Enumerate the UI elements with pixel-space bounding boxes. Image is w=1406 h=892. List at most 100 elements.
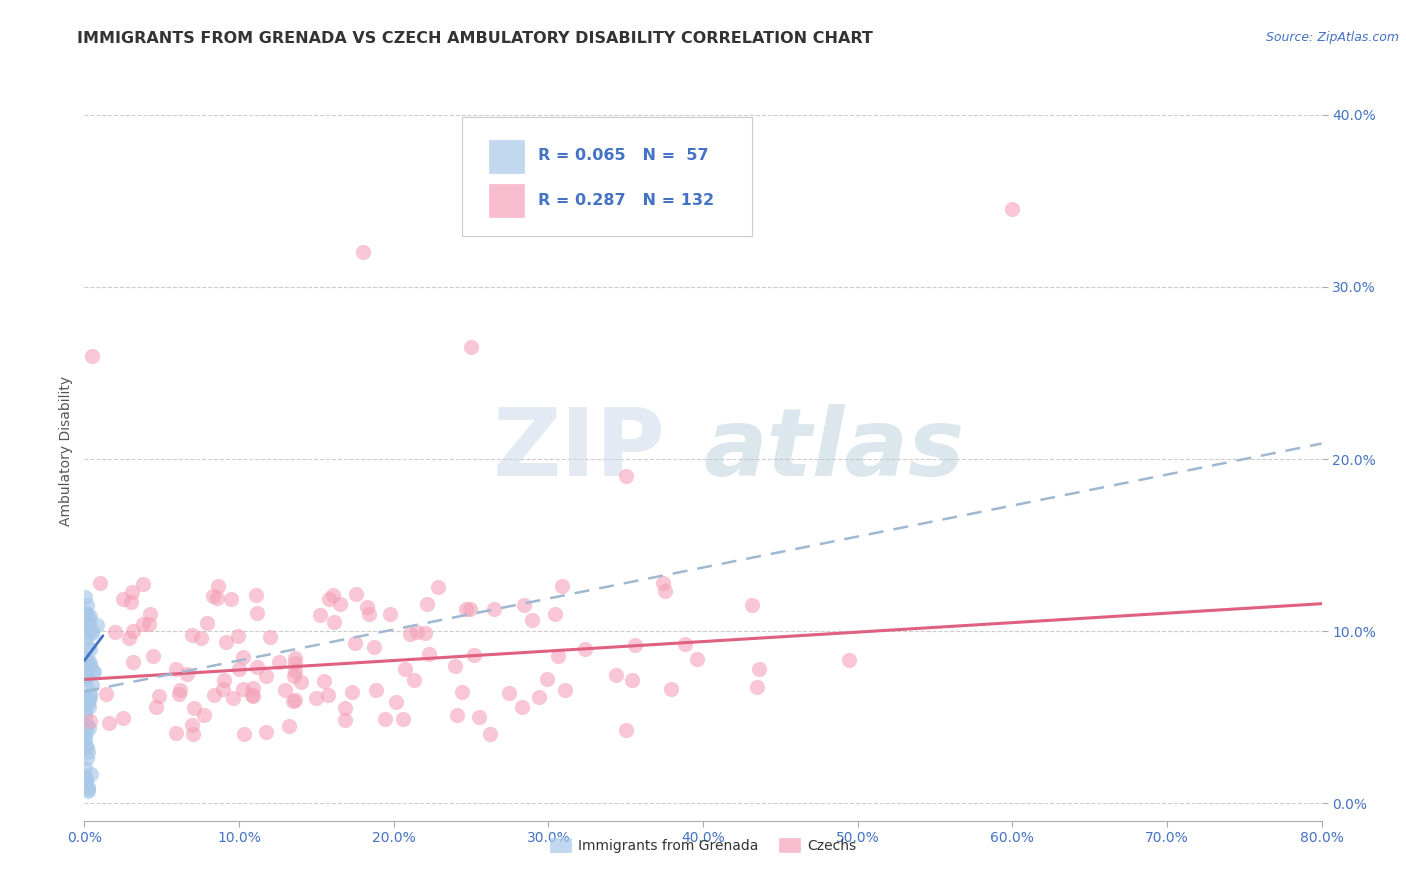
Point (246, 660, 269, 674)
Point (605, 668, 627, 682)
Point (80, 624, 103, 639)
Point (254, 725, 277, 739)
Point (614, 723, 637, 737)
Point (673, 637, 696, 651)
Point (181, 717, 204, 731)
Point (205, 591, 228, 605)
Point (79, 612, 101, 626)
Point (79, 658, 101, 673)
Point (89, 576, 111, 591)
Point (76, 653, 98, 667)
Point (111, 591, 134, 606)
Point (316, 688, 339, 702)
Point (77, 782, 100, 797)
Point (838, 653, 860, 667)
Point (211, 682, 233, 697)
Point (96, 687, 118, 701)
Point (624, 638, 647, 652)
Point (176, 667, 198, 681)
Point (283, 669, 305, 683)
Point (323, 615, 346, 629)
Point (274, 682, 297, 697)
Point (142, 649, 165, 664)
Point (77, 696, 100, 710)
Point (190, 631, 212, 645)
Point (132, 616, 155, 631)
Point (75, 724, 97, 739)
Point (138, 617, 160, 632)
Point (443, 659, 465, 673)
Text: atlas: atlas (703, 404, 965, 497)
Point (284, 693, 307, 707)
Point (79, 721, 101, 735)
Point (529, 690, 551, 705)
Point (165, 726, 187, 740)
Bar (489, 139, 523, 173)
Text: R = 0.287   N = 132: R = 0.287 N = 132 (538, 193, 714, 208)
Point (193, 707, 215, 722)
Point (83, 665, 105, 680)
Point (75, 669, 97, 683)
Point (75, 607, 97, 621)
Point (283, 694, 305, 708)
Point (547, 648, 569, 663)
Point (318, 592, 340, 607)
Point (426, 580, 449, 594)
Point (75, 729, 97, 743)
Point (242, 689, 264, 703)
Point (413, 625, 436, 640)
Point (76, 750, 98, 764)
Point (121, 585, 143, 599)
Point (79, 609, 101, 624)
Point (75, 615, 97, 630)
Point (398, 627, 420, 641)
Point (290, 674, 312, 689)
Point (145, 700, 167, 714)
Point (183, 701, 205, 715)
Point (458, 602, 481, 616)
Point (75, 606, 97, 620)
Point (450, 685, 472, 699)
Point (77, 693, 100, 707)
Point (221, 690, 243, 705)
Point (385, 695, 408, 709)
Point (75, 772, 97, 786)
Point (139, 607, 162, 621)
Point (76, 657, 98, 672)
Point (86, 617, 108, 632)
Point (363, 640, 385, 655)
Point (82, 665, 104, 679)
Point (309, 608, 332, 623)
Point (454, 602, 477, 616)
Point (75, 607, 97, 622)
Point (416, 597, 439, 611)
Point (544, 607, 567, 621)
Point (167, 687, 190, 701)
Point (479, 727, 502, 741)
Point (284, 664, 307, 678)
Point (322, 589, 344, 603)
Point (232, 727, 254, 741)
Point (463, 648, 485, 662)
Point (73, 732, 96, 747)
Point (202, 688, 225, 702)
Point (76, 640, 98, 654)
Point (246, 607, 269, 621)
Point (75, 590, 97, 604)
Point (394, 662, 416, 676)
FancyBboxPatch shape (461, 117, 752, 235)
Point (536, 673, 558, 687)
Point (335, 713, 357, 727)
Point (380, 607, 402, 621)
Point (614, 469, 637, 483)
Point (352, 245, 374, 260)
Point (79, 687, 101, 701)
Point (242, 681, 264, 695)
Point (97, 716, 120, 731)
Point (122, 655, 145, 669)
Point (79, 657, 101, 671)
Point (652, 576, 675, 591)
Point (446, 708, 468, 723)
Point (75, 632, 97, 646)
Point (242, 689, 264, 703)
